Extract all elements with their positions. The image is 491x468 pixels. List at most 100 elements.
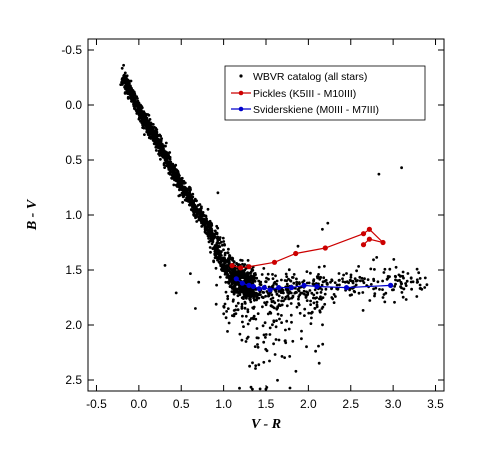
catalog-point — [241, 269, 245, 273]
catalog-point — [207, 230, 210, 234]
catalog-point — [298, 293, 302, 297]
catalog-point — [191, 192, 195, 196]
catalog-point — [353, 277, 357, 281]
catalog-point — [295, 277, 298, 281]
catalog-point — [404, 282, 407, 285]
catalog-point — [275, 293, 279, 296]
series-point-1 — [360, 231, 367, 237]
catalog-point — [227, 321, 231, 325]
catalog-point — [135, 96, 138, 100]
catalog-point — [240, 296, 244, 300]
catalog-point — [381, 288, 384, 291]
catalog-point — [258, 387, 262, 391]
catalog-point — [227, 261, 231, 264]
catalog-point — [209, 239, 212, 243]
catalog-point — [123, 91, 127, 94]
catalog-point — [336, 287, 340, 291]
catalog-point — [255, 336, 259, 340]
catalog-point — [292, 273, 296, 276]
catalog-point — [248, 298, 252, 301]
series-layer — [229, 226, 394, 293]
catalog-point — [354, 279, 358, 283]
catalog-point — [252, 296, 256, 300]
catalog-point — [279, 291, 283, 294]
catalog-point — [246, 291, 250, 294]
catalog-point — [149, 129, 153, 133]
catalog-point — [206, 226, 209, 229]
series-point-2 — [301, 282, 307, 288]
catalog-point — [320, 283, 324, 287]
catalog-point — [221, 243, 224, 247]
catalog-point — [352, 289, 356, 293]
y-tick-label: 2.0 — [65, 318, 82, 332]
catalog-point — [172, 174, 176, 178]
catalog-point — [314, 349, 317, 353]
catalog-point — [250, 268, 254, 271]
legend-marker-pickles — [238, 90, 244, 96]
catalog-point — [255, 327, 259, 330]
catalog-point — [267, 294, 270, 298]
catalog-point — [338, 283, 341, 287]
catalog-point — [174, 178, 178, 182]
catalog-point — [248, 319, 252, 322]
catalog-point — [147, 122, 151, 126]
series-point-1 — [229, 263, 235, 269]
catalog-point — [178, 193, 182, 197]
legend-label-wbvr: WBVR catalog (all stars) — [253, 71, 367, 83]
catalog-point — [271, 284, 275, 287]
catalog-point — [218, 236, 222, 239]
catalog-point — [273, 280, 277, 284]
catalog-point — [334, 295, 337, 298]
catalog-point — [216, 250, 220, 254]
catalog-point — [399, 282, 403, 286]
catalog-point — [193, 199, 197, 203]
catalog-point — [203, 221, 206, 225]
catalog-point — [233, 312, 236, 316]
catalog-point — [142, 113, 146, 116]
x-tick-label: 2.5 — [342, 397, 359, 411]
catalog-point — [232, 285, 235, 288]
catalog-point — [174, 183, 178, 187]
catalog-point — [330, 296, 334, 299]
catalog-point — [284, 328, 287, 332]
catalog-point — [231, 314, 234, 317]
catalog-point — [249, 300, 253, 304]
catalog-point — [264, 294, 267, 298]
catalog-point — [253, 272, 257, 275]
catalog-point — [318, 286, 322, 290]
catalog-point — [262, 267, 266, 270]
catalog-point — [122, 73, 126, 77]
catalog-point — [184, 192, 188, 196]
catalog-point — [263, 321, 267, 325]
catalog-point — [213, 229, 217, 233]
catalog-point — [394, 265, 398, 269]
catalog-point — [181, 189, 185, 193]
catalog-point — [238, 270, 242, 274]
catalog-point — [249, 274, 253, 278]
catalog-point — [151, 123, 155, 126]
catalog-point — [188, 186, 192, 190]
catalog-point — [381, 279, 384, 283]
catalog-point — [274, 338, 278, 341]
catalog-point — [129, 90, 133, 94]
catalog-point — [176, 176, 180, 180]
catalog-point — [252, 279, 256, 283]
catalog-point — [360, 276, 364, 280]
catalog-point — [394, 282, 397, 286]
catalog-point — [307, 281, 311, 285]
catalog-point — [319, 297, 323, 301]
catalog-point — [230, 268, 234, 272]
catalog-point — [264, 303, 268, 307]
series-point-2 — [250, 283, 256, 290]
catalog-point — [256, 345, 260, 349]
catalog-point — [249, 290, 253, 293]
catalog-point — [309, 271, 312, 275]
catalog-point — [134, 108, 138, 111]
catalog-point — [252, 317, 256, 321]
catalog-point — [240, 338, 244, 342]
catalog-point — [323, 264, 326, 268]
catalog-point — [290, 320, 293, 324]
catalog-point — [263, 301, 266, 304]
catalog-point — [290, 296, 294, 300]
catalog-point — [280, 321, 283, 324]
